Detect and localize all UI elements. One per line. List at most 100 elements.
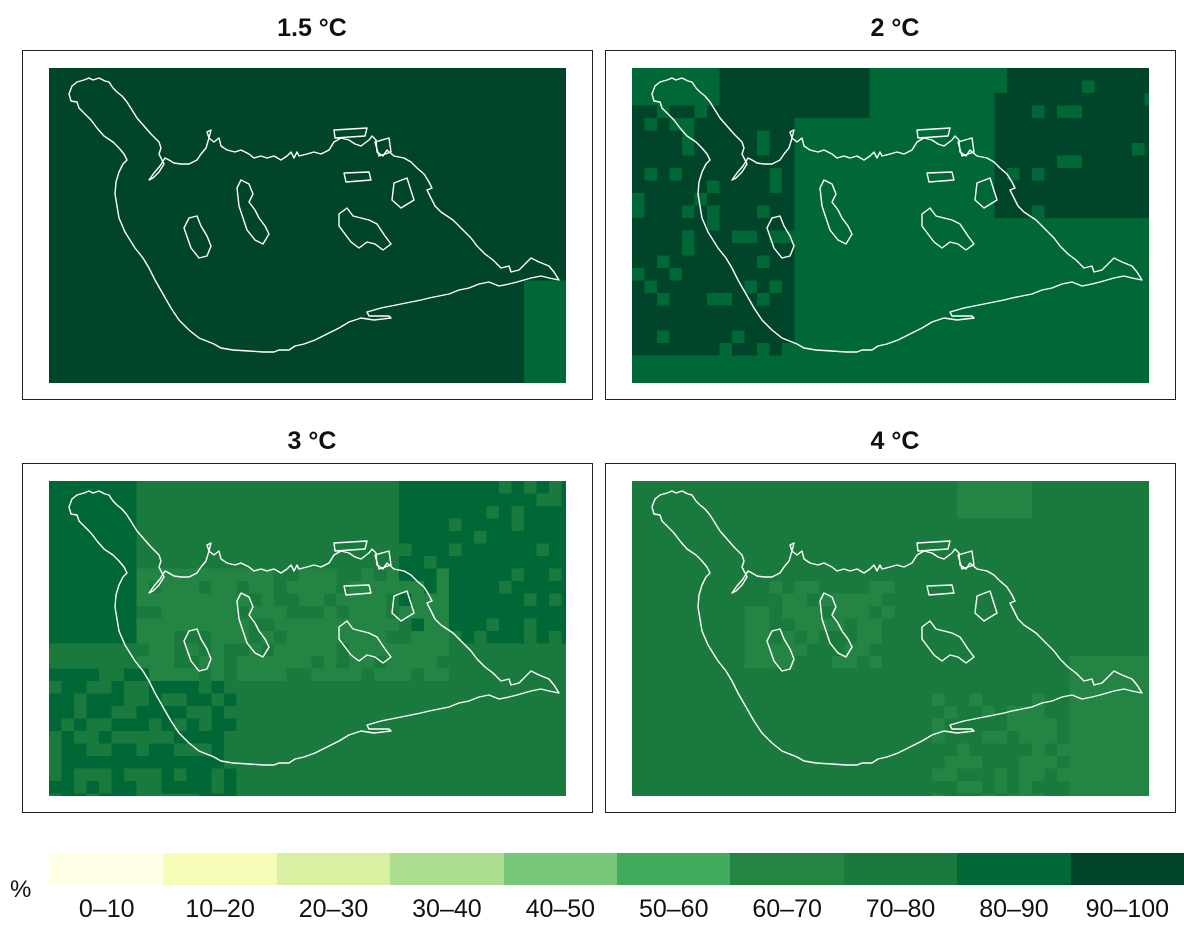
raster-cell <box>524 743 538 757</box>
raster-cell <box>694 130 708 144</box>
raster-cell <box>944 293 958 307</box>
raster-cell <box>149 768 163 782</box>
raster-cell <box>49 380 63 383</box>
raster-cell <box>261 681 275 695</box>
raster-cell <box>982 743 996 757</box>
raster-cell <box>794 343 808 357</box>
raster-cell <box>1057 731 1071 745</box>
raster-cell <box>944 355 958 369</box>
raster-cell <box>1144 280 1149 294</box>
raster-cell <box>249 230 263 244</box>
raster-cell <box>669 506 683 520</box>
panel-title-1: 1.5 °C <box>277 14 347 42</box>
raster-cell <box>99 631 113 645</box>
raster-cell <box>436 268 450 282</box>
raster-cell <box>844 268 858 282</box>
raster-cell <box>211 568 225 582</box>
raster-cell <box>436 80 450 94</box>
raster-cell <box>74 168 88 182</box>
raster-cell <box>707 155 721 169</box>
raster-cell <box>1069 481 1083 495</box>
raster-cell <box>1144 243 1149 257</box>
raster-cell <box>869 731 883 745</box>
raster-cell <box>561 781 566 795</box>
raster-cell <box>399 130 413 144</box>
raster-cell <box>86 205 100 219</box>
raster-cell <box>1057 718 1071 732</box>
raster-cell <box>361 80 375 94</box>
raster-cell <box>1069 756 1083 770</box>
raster-cell <box>1144 518 1149 532</box>
raster-cell <box>99 668 113 682</box>
raster-cell <box>49 793 63 796</box>
island-boundary-line <box>68 77 560 353</box>
raster-cell <box>449 80 463 94</box>
raster-cell <box>161 355 175 369</box>
raster-cell <box>386 155 400 169</box>
raster-cell <box>349 193 363 207</box>
raster-cell <box>536 368 550 382</box>
raster-cell <box>694 693 708 707</box>
raster-cell <box>474 618 488 632</box>
raster-cell <box>374 681 388 695</box>
raster-cell <box>794 768 808 782</box>
raster-cell <box>424 330 438 344</box>
raster-cell <box>832 556 846 570</box>
legend-label-10: 90–100 <box>1085 895 1170 923</box>
raster-cell <box>857 668 871 682</box>
raster-cell <box>1144 368 1149 382</box>
raster-cell <box>274 68 288 82</box>
raster-cell <box>1107 518 1121 532</box>
raster-cell <box>919 706 933 720</box>
raster-cell <box>919 180 933 194</box>
raster-cell <box>1132 656 1146 670</box>
raster-cell <box>1007 631 1021 645</box>
raster-cell <box>286 781 300 795</box>
raster-cell <box>694 493 708 507</box>
raster-cell <box>869 93 883 107</box>
raster-cell <box>99 506 113 520</box>
raster-cell <box>757 781 771 795</box>
raster-cell <box>111 255 125 269</box>
raster-cell <box>286 293 300 307</box>
raster-cell <box>744 693 758 707</box>
raster-cell <box>1119 318 1133 332</box>
raster-cell <box>499 543 513 557</box>
raster-cell <box>249 155 263 169</box>
raster-cell <box>161 243 175 257</box>
raster-cell <box>682 768 696 782</box>
raster-cell <box>374 80 388 94</box>
raster-cell <box>1044 218 1058 232</box>
raster-cell <box>832 268 846 282</box>
raster-cell <box>536 180 550 194</box>
raster-cell <box>1069 568 1083 582</box>
raster-cell <box>149 130 163 144</box>
raster-cell <box>969 155 983 169</box>
raster-cell <box>1107 118 1121 132</box>
raster-cell <box>869 581 883 595</box>
raster-cell <box>694 731 708 745</box>
raster-cell <box>511 343 525 357</box>
raster-cell <box>536 543 550 557</box>
raster-cell <box>149 343 163 357</box>
raster-cell <box>657 80 671 94</box>
raster-cell <box>249 318 263 332</box>
raster-cell <box>844 168 858 182</box>
raster-cell <box>944 656 958 670</box>
raster-cell <box>707 105 721 119</box>
raster-cell <box>86 193 100 207</box>
raster-cell <box>486 143 500 157</box>
raster-cell <box>657 593 671 607</box>
raster-cell <box>199 743 213 757</box>
raster-cell <box>919 693 933 707</box>
raster-cell <box>361 330 375 344</box>
raster-cell <box>1007 668 1021 682</box>
raster-cell <box>744 68 758 82</box>
raster-cell <box>111 180 125 194</box>
raster-cell <box>111 380 125 383</box>
raster-cell <box>982 118 996 132</box>
raster-cell <box>561 293 566 307</box>
raster-map-2 <box>632 68 1149 383</box>
raster-cell <box>1032 155 1046 169</box>
raster-cell <box>461 93 475 107</box>
